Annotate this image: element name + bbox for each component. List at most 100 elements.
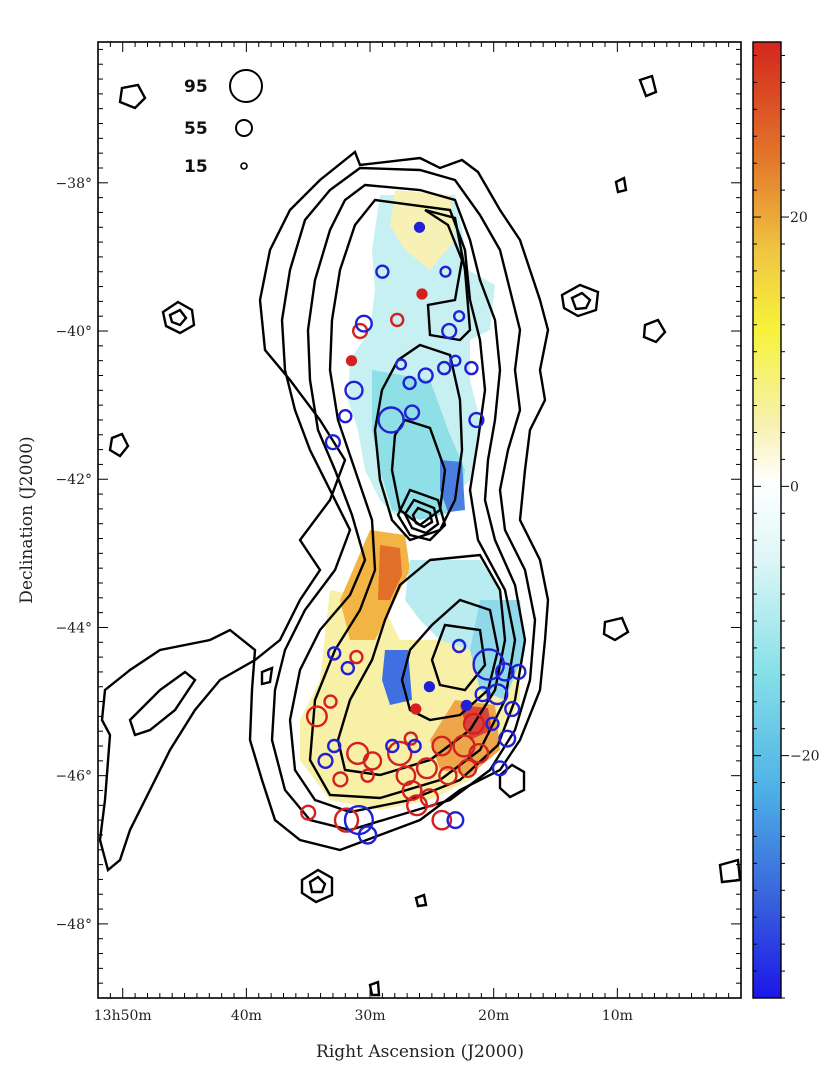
axes: 13h50m 40m 30m 20m 10m −38° −40° −42° −44° −46° −4… [55,42,741,1024]
red-marker-16 [333,807,360,833]
y-tick-label: −44° [55,620,92,636]
contour-blob-10 [718,858,741,884]
red-marker-12 [401,780,423,801]
markers [300,221,527,845]
blue-marker-35 [340,661,355,676]
contour-tail [128,670,197,737]
blue-marker-5 [453,310,466,323]
contour-blob-6 [638,74,658,98]
red-marker-24 [390,312,405,328]
blue-marker-11 [464,360,479,376]
blue-marker-4 [441,322,458,340]
contours [98,74,741,997]
legend-label-95: 95 [184,77,208,97]
contour-blob-11 [260,666,274,686]
blue-marker-33 [385,738,400,754]
blue-marker-38 [451,638,467,654]
contour-blob-4 [560,283,600,318]
legend-circle-95 [229,69,263,103]
blue-marker-16 [468,411,485,429]
blue-marker-26 [474,686,491,703]
contour-blob-7 [602,616,630,642]
blue-marker-17 [324,434,342,451]
contour-blob-13 [414,893,428,908]
red-marker-17 [300,804,317,821]
colorbar-ticks: 20 0 −20 [753,54,820,999]
blue-marker-22 [504,700,521,718]
contour-3 [288,183,527,814]
blue-marker-19 [486,683,509,706]
contour-blob-14 [368,980,381,997]
contour-south-inner-2 [400,598,500,722]
legend-label-55: 55 [184,119,208,139]
contour-2 [270,166,537,832]
red-marker-14 [419,788,440,808]
legend-circle-15 [240,162,248,170]
contour-blob-5 [642,318,667,344]
blue-marker-21 [510,663,527,681]
blue-marker-14 [377,406,405,434]
x-tick-label: 10m [602,1008,633,1024]
red-marker-20 [323,694,338,709]
blue-marker-13 [338,409,353,424]
blue-marker-27 [317,752,334,770]
contour-blob-4b [570,291,592,311]
legend-label-15: 15 [184,157,208,177]
size-legend: 95 55 15 [184,69,263,177]
red-marker-3 [387,740,413,767]
red-marker-0 [305,705,328,728]
red-marker-21 [403,731,418,746]
blue-marker-7 [394,358,408,371]
x-tick-label: 20m [478,1008,509,1024]
colorbar-tick-label: −20 [790,749,820,765]
red-marker-2 [362,751,383,771]
y-tick-label: −48° [55,917,92,933]
contour-core-3 [411,506,434,529]
contour-blob-12 [614,176,628,194]
plot-area [98,42,741,998]
red-marker-27 [410,703,422,715]
contour-blob-9b [308,875,327,894]
red-marker-26 [416,288,428,300]
blue-marker-30 [357,825,378,845]
blue-marker-23 [498,729,517,748]
y-tick-label: −42° [55,472,92,488]
contour-south-inner-3 [430,623,487,692]
y-axis-title: Declination (J2000) [17,436,37,603]
y-tick-label: −46° [55,769,92,785]
y-tick-label: −38° [55,176,92,192]
contour-blob-9 [300,868,334,904]
red-marker-15 [431,809,453,831]
blue-marker-9 [417,367,434,384]
blue-marker-31 [446,811,465,830]
blue-marker-2 [439,265,452,278]
contour-blob-8 [498,763,526,799]
blue-marker-20 [495,662,515,682]
blue-marker-0 [375,264,390,279]
x-tick-label: 13h50m [94,1008,152,1024]
blue-marker-3 [354,314,373,333]
blue-marker-15 [404,404,421,421]
blue-marker-24 [491,760,509,777]
blue-marker-12 [344,380,364,400]
red-marker-6 [431,735,453,757]
contour-4 [308,198,517,800]
x-tick-label: 30m [354,1008,385,1024]
contour-5 [424,208,472,342]
x-axis-title: Right Ascension (J2000) [316,1042,524,1062]
x-tick-label: 40m [231,1008,262,1024]
blue-marker-10 [437,360,452,376]
blue-marker-1 [413,221,426,233]
colorbar-tick-label: 20 [790,210,808,226]
blue-marker-28 [327,738,342,754]
contour-core-1 [396,488,447,542]
contour-6 [373,343,464,542]
colorbar [752,41,782,999]
y-tick-label: −40° [55,324,92,340]
colorbar-tick-label: 0 [790,479,799,495]
contour-outer [98,150,550,873]
red-marker-9 [462,712,485,735]
red-marker-10 [458,758,478,778]
blue-marker-34 [327,646,342,661]
blue-marker-6 [449,354,462,367]
